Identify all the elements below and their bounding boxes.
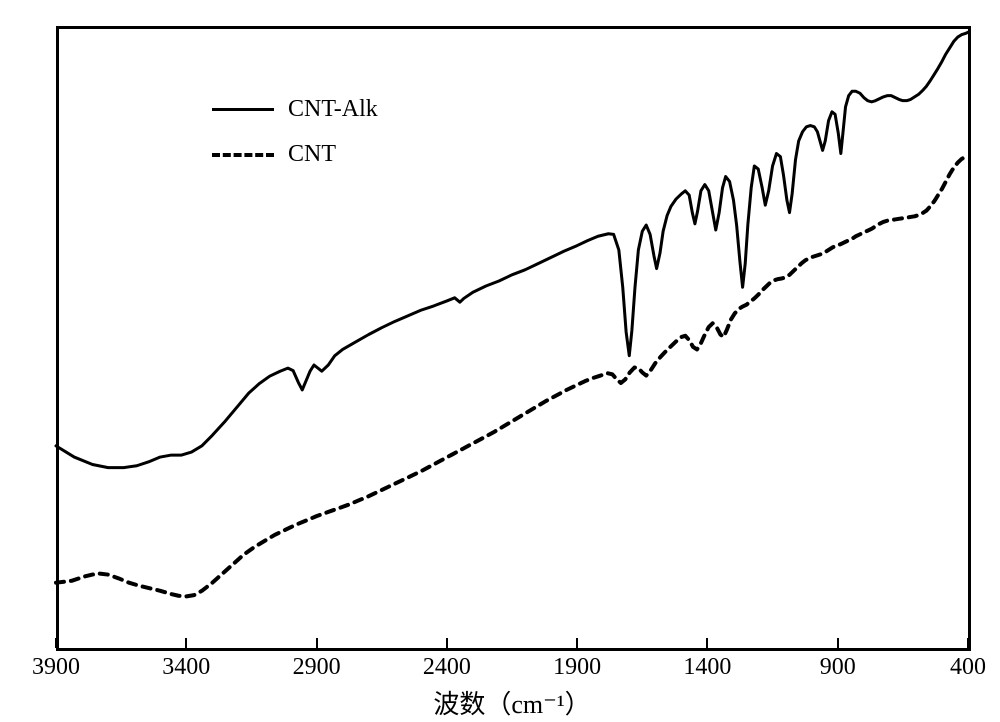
x-tick-label: 2400: [423, 654, 471, 681]
axis-border: [56, 648, 971, 651]
x-tick: [446, 638, 448, 648]
legend-label: CNT-Alk: [288, 96, 378, 123]
x-tick-label: 900: [820, 654, 856, 681]
x-tick-label: 1900: [553, 654, 601, 681]
legend-label: CNT: [288, 141, 336, 168]
legend-item: CNT: [212, 141, 378, 168]
legend-item: CNT-Alk: [212, 96, 378, 123]
spectrum-curves: [0, 0, 1000, 722]
x-axis-title-text: 波数（cm⁻¹）: [433, 690, 590, 719]
x-tick: [837, 638, 839, 648]
axis-border: [56, 26, 971, 29]
x-tick: [576, 638, 578, 648]
x-tick: [55, 638, 57, 648]
legend: CNT-Alk CNT: [212, 96, 378, 186]
axis-border: [968, 26, 971, 651]
legend-swatch: [212, 153, 274, 157]
legend-swatch: [212, 108, 274, 111]
x-tick-label: 3400: [162, 654, 210, 681]
x-tick: [185, 638, 187, 648]
series-CNT: [56, 155, 968, 596]
x-tick: [967, 638, 969, 648]
x-tick: [706, 638, 708, 648]
x-tick: [316, 638, 318, 648]
x-tick-label: 3900: [32, 654, 80, 681]
x-tick-label: 400: [950, 654, 986, 681]
x-tick-label: 1400: [683, 654, 731, 681]
x-axis-title: 波数（cm⁻¹）: [433, 684, 590, 721]
axis-border: [56, 26, 59, 651]
spectrum-chart: CNT-Alk CNT 波数（cm⁻¹） 3900 3400 2900 2400 1900…: [0, 0, 1000, 722]
x-tick-label: 2900: [293, 654, 341, 681]
